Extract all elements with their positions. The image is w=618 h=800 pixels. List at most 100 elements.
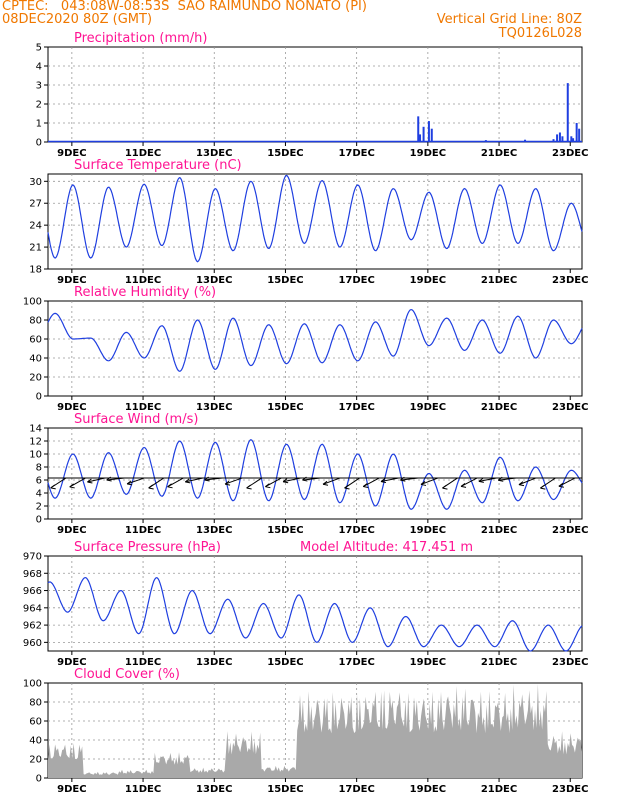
y-tick-label: 0: [36, 138, 42, 149]
wind-arrow: [518, 477, 536, 486]
y-tick-label: 8: [36, 463, 42, 474]
y-tick-label: 0: [36, 774, 42, 785]
precip-bar: [561, 136, 564, 142]
y-tick-label: 100: [23, 297, 42, 308]
wind-arrow: [87, 477, 106, 483]
wind-arrow-head: [442, 484, 448, 490]
y-tick-label: 964: [23, 603, 42, 614]
x-tick-label: 9DEC: [57, 525, 86, 536]
wind-arrow: [302, 477, 321, 481]
x-tick-label: 9DEC: [57, 784, 86, 795]
header-date: 08DEC2020 80Z (GMT): [2, 12, 153, 27]
wind-arrow-head: [558, 482, 564, 488]
wind-arrow-head: [50, 484, 56, 490]
panel-frame: [47, 300, 583, 397]
precip-bar: [509, 141, 512, 142]
x-tick-label: 21DEC: [481, 657, 517, 668]
wind-arrow: [224, 477, 243, 485]
y-tick-label: 20: [29, 373, 42, 384]
cloud-cover-area: [48, 684, 582, 778]
x-tick-label: 9DEC: [57, 657, 86, 668]
wind-arrow-head: [362, 483, 369, 489]
wind-arrow-head: [344, 484, 350, 490]
x-tick-label: 17DEC: [338, 148, 374, 159]
wind-arrow-head: [224, 480, 231, 486]
x-tick-label: 21DEC: [481, 275, 517, 286]
x-tick-label: 13DEC: [196, 657, 232, 668]
precip-bar: [125, 141, 128, 142]
y-tick-label: 960: [23, 638, 42, 649]
wind-arrow: [185, 477, 203, 483]
y-tick-label: 0: [36, 515, 42, 526]
x-tick-label: 11DEC: [125, 525, 161, 536]
series-line: [47, 174, 583, 263]
wind-arrow: [558, 477, 576, 487]
precip-bar: [556, 134, 559, 142]
y-tick-label: 24: [29, 221, 42, 232]
wind-arrow-head: [380, 478, 387, 484]
x-tick-label: 19DEC: [410, 402, 446, 413]
wind-arrow: [204, 477, 223, 481]
x-tick-label: 23DEC: [552, 784, 588, 795]
panel-frame: [47, 427, 583, 520]
panel-frame: [47, 46, 583, 143]
panel-annotation: Model Altitude: 417.451 m: [300, 540, 473, 555]
x-tick-label: 13DEC: [196, 402, 232, 413]
y-tick-label: 1: [36, 119, 42, 130]
x-tick-label: 13DEC: [196, 275, 232, 286]
x-tick-label: 23DEC: [552, 525, 588, 536]
panel-frame: [47, 173, 583, 270]
y-tick-label: 14: [29, 424, 42, 435]
x-tick-label: 23DEC: [552, 275, 588, 286]
panel-title: Surface Wind (m/s): [74, 412, 198, 427]
precip-bar: [558, 132, 561, 142]
y-tick-label: 40: [29, 736, 42, 747]
wind-arrow: [420, 477, 438, 485]
precip-bar: [417, 116, 420, 142]
precip-bar: [578, 128, 581, 142]
x-tick-label: 23DEC: [552, 148, 588, 159]
y-tick-label: 966: [23, 586, 42, 597]
x-tick-label: 21DEC: [481, 525, 517, 536]
wind-arrow-head: [518, 481, 525, 487]
wind-arrow-head: [106, 476, 112, 482]
y-tick-label: 4: [36, 62, 42, 73]
y-tick-label: 0: [36, 392, 42, 403]
precip-bar: [484, 140, 487, 142]
x-tick-label: 19DEC: [410, 275, 446, 286]
y-tick-label: 30: [29, 177, 42, 188]
wind-arrow-head: [148, 484, 154, 490]
series-line: [47, 439, 583, 510]
x-tick-label: 13DEC: [196, 784, 232, 795]
precip-bar: [570, 136, 573, 142]
y-tick-label: 20: [29, 755, 42, 766]
wind-arrow-head: [246, 484, 252, 490]
wind-arrow-head: [420, 481, 427, 486]
y-tick-label: 10: [29, 450, 42, 461]
wind-arrow-head: [282, 478, 289, 484]
panel-frame: [47, 555, 583, 652]
wind-arrow-head: [184, 478, 191, 484]
y-tick-label: 27: [29, 199, 42, 210]
x-tick-label: 9DEC: [57, 275, 86, 286]
wind-arrow: [126, 477, 145, 485]
y-tick-label: 970: [23, 552, 42, 563]
y-tick-label: 2: [36, 502, 42, 513]
wind-arrow: [322, 477, 341, 485]
y-tick-label: 80: [29, 698, 42, 709]
wind-arrow: [478, 477, 497, 482]
y-tick-label: 100: [23, 679, 42, 690]
y-tick-label: 3: [36, 81, 42, 92]
wind-arrow-head: [322, 480, 329, 486]
wind-arrow-head: [497, 476, 504, 482]
y-tick-label: 5: [36, 43, 42, 54]
x-tick-label: 11DEC: [125, 657, 161, 668]
y-tick-label: 2: [36, 100, 42, 111]
precip-bar: [410, 141, 413, 142]
precip-bar: [566, 83, 569, 142]
series-line: [47, 576, 583, 652]
precip-bar: [552, 139, 555, 142]
panel-title: Cloud Cover (%): [74, 667, 180, 682]
x-tick-label: 15DEC: [267, 525, 303, 536]
x-tick-label: 19DEC: [410, 784, 446, 795]
